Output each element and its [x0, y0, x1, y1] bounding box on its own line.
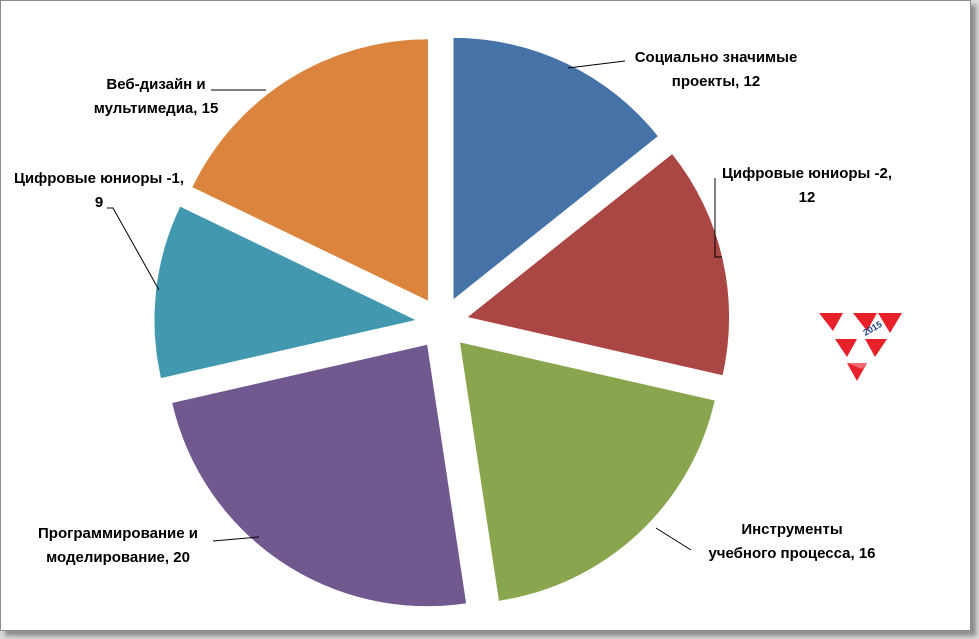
- triangles-2015-logo: 2015: [819, 313, 902, 381]
- pie-slice-2: [466, 153, 730, 376]
- pie-chart: Социально значимые проекты, 12 Цифровые юн…: [14, 37, 902, 607]
- pie-slice-3: [459, 341, 716, 602]
- slice-label-5: Цифровые юниоры -1, 9: [14, 170, 184, 211]
- slice-label-line: мультимедиа, 15: [94, 100, 219, 117]
- slice-label-3: Инструменты учебного процесса, 16: [708, 521, 875, 562]
- slice-label-line: 9: [95, 194, 103, 211]
- leader-line-1: [567, 60, 626, 69]
- slice-label-line: Цифровые юниоры -2,: [722, 165, 892, 182]
- slice-label-6: Веб-дизайн и мультимедиа, 15: [94, 76, 219, 117]
- pie-slice-4: [171, 344, 467, 607]
- pie-slices: [153, 37, 730, 607]
- slice-labels: Социально значимые проекты, 12 Цифровые юн…: [14, 49, 892, 566]
- pie-slice-5: [153, 206, 417, 379]
- slice-label-line: Программирование и: [38, 525, 198, 542]
- slice-label-4: Программирование и моделирование, 20: [38, 525, 198, 566]
- slice-label-2: Цифровые юниоры -2, 12: [722, 165, 892, 206]
- leader-lines: [107, 60, 722, 551]
- chart-frame: Социально значимые проекты, 12 Цифровые юн…: [0, 0, 971, 631]
- slice-label-line: Цифровые юниоры -1,: [14, 170, 184, 187]
- slice-label-line: моделирование, 20: [46, 549, 190, 566]
- pie-slice-1: [453, 37, 659, 301]
- slice-label-line: проекты, 12: [672, 73, 760, 90]
- slice-label-line: Веб-дизайн и: [106, 76, 205, 93]
- slice-label-line: 12: [799, 189, 816, 206]
- slice-label-line: Инструменты: [741, 521, 842, 538]
- leader-line-3: [655, 527, 692, 551]
- leader-line-5: [107, 207, 160, 291]
- slice-label-line: Социально значимые: [635, 49, 798, 66]
- leader-line-4: [212, 536, 260, 542]
- slice-label-line: учебного процесса, 16: [708, 545, 875, 562]
- slice-label-1: Социально значимые проекты, 12: [635, 49, 798, 90]
- pie-slice-6: [191, 38, 429, 302]
- leader-line-2: [714, 178, 722, 258]
